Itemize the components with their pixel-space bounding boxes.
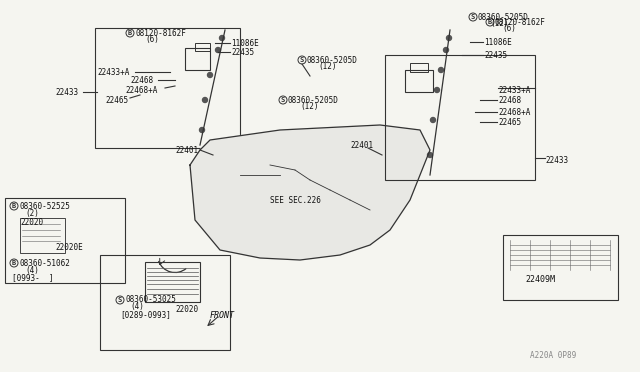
Text: (12): (12) <box>318 61 337 71</box>
Bar <box>95 28 240 148</box>
Text: (6): (6) <box>145 35 159 44</box>
Text: 22435: 22435 <box>231 48 254 57</box>
Text: B: B <box>128 30 132 36</box>
Circle shape <box>220 35 225 41</box>
Text: S: S <box>118 297 122 303</box>
Text: B: B <box>488 19 492 25</box>
Text: 22433: 22433 <box>55 87 78 96</box>
Text: 08120-8162F: 08120-8162F <box>495 17 546 26</box>
Text: B: B <box>12 260 16 266</box>
Text: 22401: 22401 <box>350 141 373 150</box>
Bar <box>195 43 210 51</box>
Circle shape <box>207 73 212 77</box>
Bar <box>185 48 210 70</box>
Circle shape <box>438 67 444 73</box>
Text: 22468+A: 22468+A <box>125 86 157 94</box>
Text: 22465: 22465 <box>105 96 128 105</box>
Circle shape <box>200 128 205 132</box>
Circle shape <box>216 48 221 52</box>
Bar <box>385 55 535 180</box>
Text: S: S <box>471 14 475 20</box>
Text: A220A 0P89: A220A 0P89 <box>530 350 576 359</box>
Text: 11086E: 11086E <box>231 38 259 48</box>
Circle shape <box>431 118 435 122</box>
Text: FRONT: FRONT <box>210 311 235 320</box>
Bar <box>100 255 230 350</box>
Text: 22433: 22433 <box>545 155 568 164</box>
Bar <box>5 198 125 283</box>
Text: 22020: 22020 <box>175 305 198 314</box>
Text: 22409M: 22409M <box>525 276 555 285</box>
Circle shape <box>444 48 449 52</box>
Text: (2): (2) <box>25 208 39 218</box>
Circle shape <box>428 153 433 157</box>
Text: 22020: 22020 <box>20 218 43 227</box>
Text: 22401: 22401 <box>175 145 198 154</box>
Text: 22435: 22435 <box>484 51 507 60</box>
Text: 22468: 22468 <box>130 76 153 84</box>
Text: 22465: 22465 <box>498 118 521 126</box>
Bar <box>503 235 618 300</box>
Text: 08120-8162F: 08120-8162F <box>135 29 186 38</box>
Text: 22468+A: 22468+A <box>498 108 531 116</box>
Text: B: B <box>12 203 16 209</box>
Text: 22468: 22468 <box>498 96 521 105</box>
Text: [0289-0993]: [0289-0993] <box>120 311 171 320</box>
Bar <box>20 218 65 253</box>
Text: [0993-  ]: [0993- ] <box>12 273 54 282</box>
Text: S: S <box>300 57 304 63</box>
Text: 08360-5205D: 08360-5205D <box>288 96 339 105</box>
Text: 22433+A: 22433+A <box>97 67 129 77</box>
Bar <box>145 262 200 302</box>
Polygon shape <box>190 125 430 260</box>
Bar <box>410 63 428 72</box>
Circle shape <box>202 97 207 103</box>
Text: 08360-52525: 08360-52525 <box>19 202 70 211</box>
Text: (6): (6) <box>502 23 516 32</box>
Text: SEE SEC.226: SEE SEC.226 <box>269 196 321 205</box>
Circle shape <box>447 35 451 41</box>
Text: 08360-51062: 08360-51062 <box>19 259 70 267</box>
Text: 22020E: 22020E <box>55 244 83 253</box>
Text: (4): (4) <box>25 266 39 275</box>
Text: (4): (4) <box>130 302 144 311</box>
Text: S: S <box>281 97 285 103</box>
Text: 22433+A: 22433+A <box>498 86 531 94</box>
Text: 08360-5205D: 08360-5205D <box>307 55 358 64</box>
Bar <box>405 70 433 92</box>
Circle shape <box>435 87 440 93</box>
Text: 11086E: 11086E <box>484 38 512 46</box>
Text: (12): (12) <box>300 102 319 110</box>
Text: 08360-5205D: 08360-5205D <box>478 13 529 22</box>
Text: 08360-53025: 08360-53025 <box>125 295 176 305</box>
Text: (12): (12) <box>490 19 509 28</box>
